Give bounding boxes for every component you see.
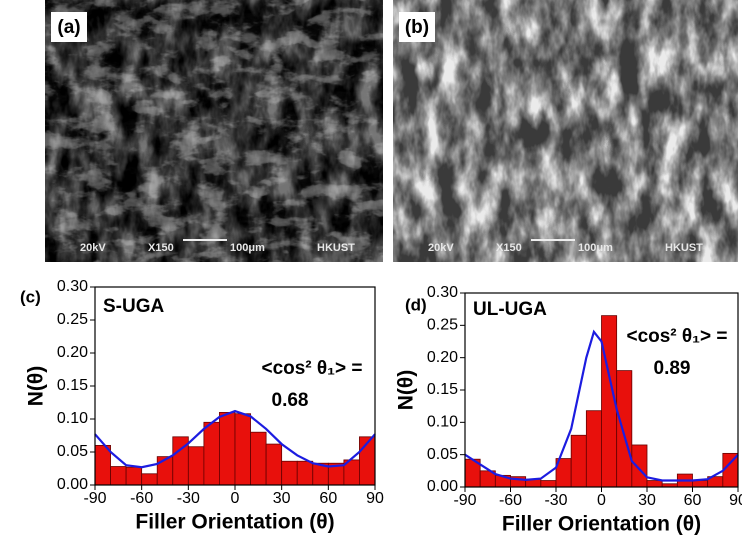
panel-label: (a): [57, 17, 80, 38]
bar: [157, 457, 173, 485]
x-tick-label: 60: [684, 492, 702, 509]
y-tick-label: 0.15: [57, 377, 88, 394]
x-tick-label: -90: [83, 490, 106, 507]
panel-label: (c): [20, 287, 41, 306]
bar: [297, 461, 313, 485]
bar: [251, 432, 267, 485]
bar: [142, 474, 158, 485]
chart-title: S-UGA: [103, 296, 165, 317]
x-tick-label: -90: [453, 492, 476, 509]
x-tick-label: 0: [231, 490, 240, 507]
y-tick-label: 0.10: [57, 410, 88, 427]
x-tick-label: -60: [130, 490, 153, 507]
image-caption: HKUST: [665, 242, 703, 254]
chart-title: UL-UGA: [473, 299, 547, 320]
y-tick-label: 0.10: [427, 414, 458, 431]
bar: [632, 445, 647, 487]
bar: [126, 467, 142, 485]
annotation: 0.89: [654, 358, 691, 379]
x-tick-label: -30: [177, 490, 200, 507]
x-tick-label: 90: [729, 492, 742, 509]
y-tick-label: 0.25: [57, 311, 88, 328]
image-caption: 100μm: [578, 242, 613, 254]
x-tick-label: -60: [499, 492, 522, 509]
y-tick-label: 0.25: [427, 317, 458, 334]
bar: [282, 461, 298, 485]
image-texture: [393, 0, 738, 262]
image-texture: [45, 0, 383, 262]
bar: [266, 444, 282, 485]
bar: [219, 412, 235, 485]
x-tick-label: 90: [366, 490, 384, 507]
y-tick-label: 0.05: [57, 443, 88, 460]
sem-image: (a) 20kV X150 100μm HKUST: [45, 0, 383, 262]
y-axis-label: N(θ): [395, 370, 418, 411]
y-axis-label: N(θ): [25, 366, 48, 407]
figure: (a) 20kV X150 100μm HKUST (b) 20kV X150 100μm HKU…: [0, 0, 742, 538]
y-tick-label: 0.30: [427, 284, 458, 301]
annotation: 0.68: [272, 390, 309, 411]
panel-label: (b): [405, 17, 429, 38]
image-caption: X150: [496, 242, 522, 254]
x-tick-label: -30: [544, 492, 567, 509]
y-tick-label: 0.05: [427, 446, 458, 463]
image-caption: HKUST: [317, 242, 355, 254]
annotation: <cos² θ₁> =: [261, 358, 362, 379]
x-axis-label: Filler Orientation (θ): [502, 513, 701, 536]
bar: [204, 422, 220, 485]
x-tick-label: 60: [319, 490, 337, 507]
bar: [95, 445, 111, 485]
image-caption: 100μm: [230, 242, 265, 254]
bar: [571, 435, 586, 487]
x-tick-label: 0: [597, 492, 606, 509]
y-tick-label: 0.15: [427, 381, 458, 398]
y-tick-label: 0.20: [57, 344, 88, 361]
bar: [617, 371, 632, 487]
bar: [541, 481, 556, 487]
bar: [111, 467, 127, 485]
x-tick-label: 30: [273, 490, 291, 507]
annotation: <cos² θ₁> =: [626, 326, 727, 347]
bar: [647, 481, 662, 487]
image-caption: 20kV: [80, 242, 106, 254]
bar: [693, 481, 708, 487]
panel-label: (d): [405, 295, 427, 314]
x-axis-label: Filler Orientation (θ): [135, 511, 334, 534]
bar: [586, 411, 601, 487]
bar: [235, 414, 251, 485]
x-tick-label: 30: [638, 492, 656, 509]
sem-image: (b) 20kV X150 100μm HKUST: [393, 0, 738, 262]
image-caption: X150: [148, 242, 174, 254]
image-caption: 20kV: [428, 242, 454, 254]
bar: [188, 447, 204, 485]
y-tick-label: 0.20: [427, 349, 458, 366]
page: (a) 20kV X150 100μm HKUST (b) 20kV X150 100μm HKU…: [0, 0, 742, 538]
y-tick-label: 0.30: [57, 278, 88, 295]
